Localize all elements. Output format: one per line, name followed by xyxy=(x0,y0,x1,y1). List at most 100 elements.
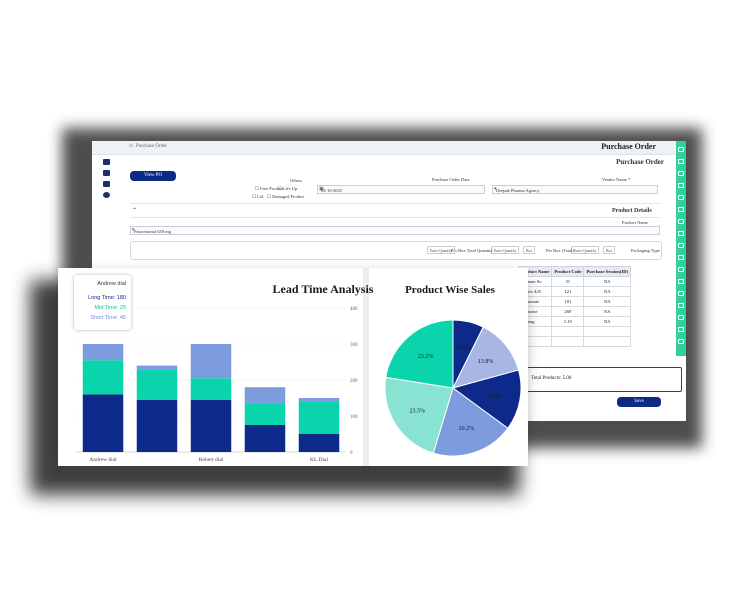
pie-slice xyxy=(452,326,520,389)
y-tick-label: 0 xyxy=(350,451,353,456)
table-cell: NA xyxy=(583,296,632,307)
chevron-down-icon: ▾ xyxy=(132,228,135,233)
rail-settings-icon[interactable] xyxy=(678,291,684,296)
bar-segment xyxy=(244,425,286,452)
total-products-box: Total Products: 5.00 xyxy=(522,367,682,392)
bar-segment xyxy=(244,403,286,425)
total-quantity-input[interactable]: Enter Quantity xyxy=(427,246,456,254)
rail-calendar-icon[interactable] xyxy=(678,243,684,248)
table-cell: D xyxy=(551,276,585,287)
calendar-icon[interactable]: ▣ xyxy=(319,187,324,192)
bar-segment xyxy=(82,360,124,395)
rail-home-icon[interactable] xyxy=(678,147,684,152)
rail-truck-icon[interactable] xyxy=(678,195,684,200)
help-icon[interactable] xyxy=(103,192,110,198)
others-damaged-checkbox[interactable]: ☐ Damaged Product xyxy=(267,194,305,199)
quantity-toolbar: Packaging Type Box Enter Quantity Per Bo… xyxy=(130,241,662,260)
date-label: Purchase Order Date xyxy=(432,177,470,182)
pie-data-label: 20.2% xyxy=(459,426,475,432)
table-cell: NA xyxy=(583,286,632,297)
table-cell: 26F xyxy=(551,306,585,317)
product-sales-title: Product Wise Sales xyxy=(405,284,496,296)
bar-segment xyxy=(136,365,178,370)
table-row[interactable]: Alaman So D NA xyxy=(517,276,632,287)
rail-report-icon[interactable] xyxy=(678,219,684,224)
product-sales-chart: 7.56% 13.8% 14.8% 20.2% 23.5% 23.2% xyxy=(384,319,522,457)
table-row[interactable]: Buster 425 121 NA xyxy=(517,286,632,297)
total-products: Total Products: 5.00 xyxy=(531,376,572,381)
pie-data-label: 13.8% xyxy=(478,359,494,365)
bar-segment xyxy=(82,344,124,361)
copy-icon[interactable] xyxy=(103,181,110,187)
packaging-select[interactable]: Box xyxy=(603,246,616,254)
save-button[interactable]: Save xyxy=(617,397,661,407)
x-tick-label: Andrew dial xyxy=(89,457,117,463)
pie-data-label: 7.56% xyxy=(455,345,471,351)
packaging-quantity-input[interactable]: Enter Quantity xyxy=(571,246,600,254)
bar-segment xyxy=(136,369,178,400)
home-icon[interactable]: ⌂ xyxy=(129,143,133,149)
vendor-label: Vendor Name * xyxy=(602,177,631,182)
rail-link-icon[interactable] xyxy=(678,315,684,320)
others-life-up-checkbox[interactable]: ☐ Life Up xyxy=(278,186,298,191)
pie-data-label: 23.2% xyxy=(418,354,434,360)
rail-file-icon[interactable] xyxy=(678,279,684,284)
column-header[interactable]: Purchase Session(ID) xyxy=(583,266,632,277)
tooltip-mid-time: Mid Time: 25 xyxy=(94,305,126,311)
x-tick-label: Robert dial xyxy=(199,457,224,463)
table-cell: NA xyxy=(583,316,632,327)
y-tick-label: 100 xyxy=(350,415,358,420)
tooltip-short-time: Short Time: 45 xyxy=(90,315,126,321)
table-row[interactable]: Dianzine 26F NA xyxy=(517,306,632,317)
rail-box-icon[interactable] xyxy=(678,183,684,188)
collapse-icon[interactable]: ⌃ xyxy=(132,208,138,214)
rail-chart-icon[interactable] xyxy=(678,231,684,236)
pie-slice xyxy=(384,376,454,454)
packaging-label: Packaging Type xyxy=(631,248,660,253)
lead-time-title: Lead Time Analysis xyxy=(273,282,374,296)
date-input[interactable]: 02-10-2025 xyxy=(317,185,485,194)
rail-bell-icon[interactable] xyxy=(678,255,684,260)
pie-slice xyxy=(385,319,454,389)
product-details-heading: Product Details xyxy=(612,208,652,214)
bar-segment xyxy=(190,378,232,400)
table-row[interactable]: Chromate 101 NA xyxy=(517,296,632,307)
bar-segment xyxy=(82,394,124,452)
rail-grid-icon[interactable] xyxy=(678,327,684,332)
rail-cart-icon[interactable] xyxy=(678,171,684,176)
table-cell: L19 xyxy=(551,316,585,327)
per-box-quantity-input[interactable]: Enter Quantity xyxy=(491,246,520,254)
table-row[interactable]: FenaugL19NA xyxy=(517,316,632,327)
others-label: Others xyxy=(290,178,302,183)
y-tick-label: 300 xyxy=(350,343,358,348)
cart-icon[interactable] xyxy=(103,159,110,165)
others-lid-checkbox[interactable]: ☐ Lid xyxy=(252,194,264,199)
rail-user-icon[interactable] xyxy=(678,207,684,212)
top-bar: ⌂ Purchase Order Purchase Order xyxy=(92,141,676,155)
product-table: Product Name Product Code Purchase Sessi… xyxy=(517,266,632,347)
rail-tag-icon[interactable] xyxy=(678,267,684,272)
x-tick-label: KL Dial xyxy=(310,457,328,463)
lead-time-chart: 0 100 200 300 400 Andrew dial Robert dial KL Di… xyxy=(76,307,358,463)
charts-canvas: 0 100 200 300 400 Andrew dial Robert dial KL Di… xyxy=(76,282,522,463)
divider xyxy=(130,203,660,204)
breadcrumb[interactable]: Purchase Order xyxy=(136,144,167,149)
vendor-select[interactable]: Deepak Pharma Agency xyxy=(492,185,658,194)
column-header[interactable]: Product Code xyxy=(551,266,585,277)
tooltip-title: Andrew dial xyxy=(97,281,126,287)
rail-pen-icon[interactable] xyxy=(678,303,684,308)
table-row xyxy=(517,326,632,337)
pie-data-label: 23.5% xyxy=(410,408,426,414)
table-cell: 101 xyxy=(551,296,585,307)
table-cell: NA xyxy=(583,276,632,287)
rail-logout-icon[interactable] xyxy=(678,339,684,344)
bar-segment xyxy=(190,344,232,379)
rail-list-icon[interactable] xyxy=(678,159,684,164)
others-free-product-checkbox[interactable]: ☐ Free Product xyxy=(255,186,284,191)
product-name-select[interactable]: Paracetamol 650 mg xyxy=(130,226,660,235)
chevron-down-icon: ▾ xyxy=(494,187,497,192)
per-box-select[interactable]: Box xyxy=(523,246,536,254)
view-po-button[interactable]: View PO xyxy=(130,171,176,181)
bar-segment xyxy=(136,399,178,452)
document-icon[interactable] xyxy=(103,170,110,176)
